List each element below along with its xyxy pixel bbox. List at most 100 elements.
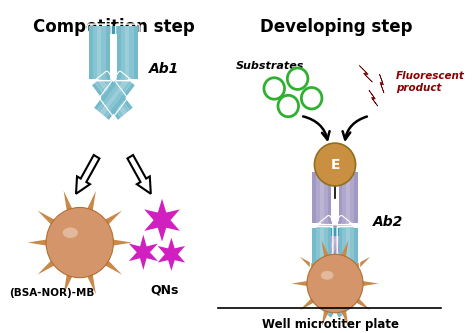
FancyArrowPatch shape bbox=[303, 117, 329, 140]
Polygon shape bbox=[129, 235, 158, 270]
Bar bbox=[95, 80, 124, 118]
Polygon shape bbox=[37, 250, 67, 274]
Bar bbox=[323, 276, 350, 311]
Text: Fluorescent
product: Fluorescent product bbox=[396, 71, 465, 93]
Polygon shape bbox=[92, 250, 122, 274]
Text: Competition step: Competition step bbox=[33, 18, 194, 36]
Bar bbox=[129, 26, 134, 79]
Polygon shape bbox=[300, 257, 324, 277]
Bar bbox=[338, 228, 343, 279]
Bar bbox=[319, 276, 347, 311]
Bar bbox=[318, 280, 345, 315]
Polygon shape bbox=[369, 90, 378, 106]
Bar bbox=[324, 172, 328, 223]
Bar bbox=[318, 224, 345, 259]
Bar bbox=[98, 78, 127, 115]
Text: QNs: QNs bbox=[151, 283, 179, 296]
Bar bbox=[328, 228, 331, 279]
Bar bbox=[320, 222, 348, 257]
FancyArrowPatch shape bbox=[343, 117, 367, 140]
Polygon shape bbox=[359, 66, 373, 82]
Text: Substrates: Substrates bbox=[236, 61, 304, 71]
Bar bbox=[97, 76, 126, 113]
Circle shape bbox=[307, 254, 363, 313]
Bar bbox=[109, 26, 117, 34]
Bar bbox=[343, 228, 346, 279]
Circle shape bbox=[46, 207, 113, 278]
Polygon shape bbox=[100, 237, 132, 248]
Bar bbox=[317, 273, 344, 308]
Polygon shape bbox=[346, 290, 370, 310]
Polygon shape bbox=[81, 260, 96, 294]
Polygon shape bbox=[321, 240, 334, 269]
Bar bbox=[322, 278, 350, 313]
Bar bbox=[320, 172, 324, 223]
Bar bbox=[350, 172, 354, 223]
Bar bbox=[338, 172, 343, 223]
Bar bbox=[93, 26, 97, 79]
Bar bbox=[328, 226, 356, 262]
Bar bbox=[316, 172, 320, 223]
Polygon shape bbox=[144, 199, 180, 241]
Polygon shape bbox=[158, 238, 185, 271]
Polygon shape bbox=[76, 155, 100, 194]
Bar bbox=[121, 26, 126, 79]
Polygon shape bbox=[37, 210, 67, 235]
Text: Developing step: Developing step bbox=[260, 18, 412, 36]
Bar bbox=[346, 228, 350, 279]
Polygon shape bbox=[64, 191, 79, 225]
Ellipse shape bbox=[63, 227, 78, 238]
Bar bbox=[103, 80, 132, 118]
Bar bbox=[106, 26, 109, 79]
Polygon shape bbox=[321, 298, 334, 327]
Polygon shape bbox=[336, 240, 348, 269]
Bar bbox=[315, 226, 342, 262]
Bar bbox=[312, 172, 316, 223]
Bar bbox=[315, 282, 342, 318]
Bar bbox=[346, 172, 350, 223]
Bar bbox=[89, 26, 93, 79]
Text: Well microtiter plate: Well microtiter plate bbox=[262, 318, 399, 331]
Bar bbox=[312, 228, 316, 279]
Bar bbox=[325, 280, 353, 315]
Bar bbox=[126, 26, 129, 79]
Text: Ab1: Ab1 bbox=[149, 62, 179, 76]
Bar bbox=[316, 228, 320, 279]
Bar bbox=[350, 228, 354, 279]
Bar bbox=[354, 228, 358, 279]
Polygon shape bbox=[92, 210, 122, 235]
Text: E: E bbox=[330, 158, 340, 171]
Polygon shape bbox=[27, 237, 60, 248]
Polygon shape bbox=[81, 191, 96, 225]
Bar bbox=[134, 26, 138, 79]
Polygon shape bbox=[380, 74, 384, 93]
Bar bbox=[320, 228, 324, 279]
Circle shape bbox=[314, 143, 356, 186]
Bar bbox=[323, 220, 350, 255]
Bar bbox=[92, 83, 121, 120]
Polygon shape bbox=[128, 155, 151, 194]
Text: (BSA-NOR)-MB: (BSA-NOR)-MB bbox=[9, 288, 94, 298]
Bar bbox=[106, 83, 135, 120]
Polygon shape bbox=[351, 279, 379, 288]
Ellipse shape bbox=[321, 271, 334, 280]
Bar bbox=[104, 73, 133, 110]
Text: Ab2: Ab2 bbox=[373, 215, 403, 229]
Bar bbox=[326, 217, 353, 253]
Bar bbox=[331, 228, 338, 236]
Bar bbox=[322, 222, 350, 257]
Bar bbox=[328, 282, 356, 318]
Bar bbox=[97, 26, 101, 79]
Bar bbox=[328, 172, 331, 223]
Bar bbox=[100, 78, 129, 115]
Polygon shape bbox=[300, 290, 324, 310]
Bar bbox=[354, 172, 358, 223]
Bar bbox=[317, 217, 344, 253]
Bar bbox=[117, 26, 121, 79]
Polygon shape bbox=[64, 260, 79, 294]
Polygon shape bbox=[346, 257, 370, 277]
Bar bbox=[343, 172, 346, 223]
Bar bbox=[320, 278, 348, 313]
Bar bbox=[324, 228, 328, 279]
Bar bbox=[325, 224, 353, 259]
